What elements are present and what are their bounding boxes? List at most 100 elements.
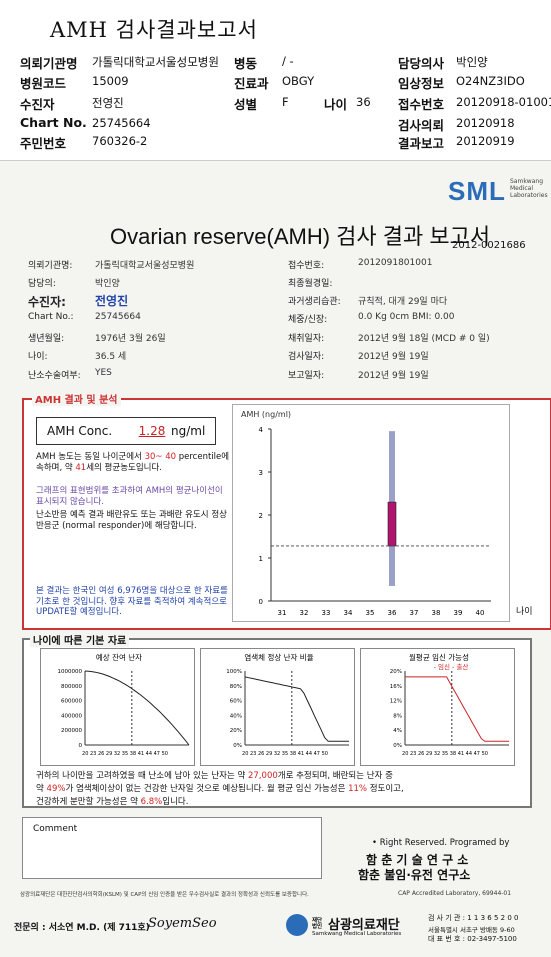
org-subtitle: Samkwang Medical Laboratories: [312, 931, 402, 937]
org-name: 삼광의료재단: [328, 918, 400, 933]
label-chart-no: Chart No.: [20, 115, 87, 130]
amh-paragraph-1: AMH 농도는 동일 나이군에서 30~ 40 percentile에 속하며,…: [36, 452, 230, 473]
label-request-date: 검사의뢰: [398, 118, 445, 133]
info-value: YES: [95, 368, 112, 378]
comment-box: Comment: [22, 817, 322, 879]
institute-name-1: 함 춘 기 술 연 구 소: [366, 853, 469, 867]
label-report-date: 결과보고: [398, 136, 445, 151]
value-age: 36: [356, 95, 371, 109]
mini-chart-2: 염색체 정상 난자 비율 100% 80% 60% 40% 20% 0% 20 23 26 2…: [200, 648, 355, 766]
amh-conc-unit: ng/ml: [171, 424, 206, 438]
cap-accreditation: CAP Accredited Laboratory, 69944-01: [398, 890, 512, 897]
institute-name-2: 함춘 불임·유전 연구소: [358, 868, 471, 882]
report-header: AMH 검사결과보고서 의뢰기관명 가톨릭대학교서울성모병원 병동 / - 담당…: [0, 0, 551, 160]
mini-x-tick-labels: 20 23 26 29 32 35 38 41 44 47 50: [402, 751, 488, 757]
info-value: 25745664: [95, 312, 141, 322]
y-tick-label: 2: [259, 512, 263, 520]
rights-text: • Right Reserved. Programed by: [372, 838, 510, 848]
info-value: 2012091801001: [358, 258, 433, 268]
info-value: 2012년 9월 18일 (MCD # 0 일): [358, 334, 490, 344]
org-logo-icon: [286, 914, 308, 936]
info-label: 수진자:: [28, 295, 66, 309]
amh-chart-frame: AMH (ng/ml) 0 1 2 3 4 31 32 33 34 35 36 37 38 39 40: [232, 404, 510, 622]
x-tick-label: 33: [322, 609, 331, 617]
value-hospital-code: 15009: [92, 74, 129, 88]
x-tick-label: 35: [366, 609, 375, 617]
mini-chart-title: 예상 잔여 난자: [96, 652, 142, 662]
mini-y-tick-label: 16%: [390, 684, 402, 690]
mini-y-tick-label: 200000: [61, 728, 82, 734]
info-label: 의뢰기관명:: [28, 261, 73, 271]
mini-y-tick-label: 4%: [393, 728, 402, 734]
x-tick-label: 37: [410, 609, 419, 617]
mini-y-tick-label: 80%: [230, 684, 242, 690]
mini-y-tick-label: 400000: [61, 713, 82, 719]
info-value: 2012년 9월 19일: [358, 352, 429, 362]
mini-chart-title: 월평균 임신 가능성: [409, 652, 469, 662]
info-value: 2012년 9월 19일: [358, 371, 429, 381]
value-resident-no: 760326-2: [92, 134, 148, 148]
mini-chart-svg: 예상 잔여 난자 1000000 800000 600000 400000 200000 0…: [58, 652, 190, 757]
value-report-date: 20120919: [456, 134, 515, 148]
value-chart-no: 25745664: [92, 116, 151, 130]
mini-y-tick-label: 600000: [61, 699, 82, 705]
mini-y-tick-label: 0%: [393, 743, 402, 749]
label-ward: 병동: [234, 56, 258, 71]
value-request-date: 20120918: [456, 116, 515, 130]
x-tick-label: 32: [300, 609, 309, 617]
info-value: 가톨릭대학교서울성모병원: [95, 261, 195, 271]
info-label: 체중/신장:: [288, 315, 328, 325]
mini-y-tick-label: 100%: [226, 669, 242, 675]
info-label: 난소수술여부:: [28, 371, 81, 381]
specialist-name: 전문의 : 서소연 M.D. (제 711호): [14, 923, 150, 933]
document-number: 2012-0021686: [452, 240, 526, 251]
value-clinical: O24NZ3IDO: [456, 74, 525, 88]
label-client: 의뢰기관명: [20, 56, 78, 71]
mini-y-tick-label: 12%: [390, 699, 402, 705]
amh-result-header: AMH 결과 및 분석: [32, 391, 121, 406]
info-label: 담당의:: [28, 279, 56, 289]
value-client: 가톨릭대학교서울성모병원: [92, 55, 219, 69]
amh-chart-xlabel: 나이: [516, 607, 533, 617]
basic-summary: 귀하의 나이만을 고려하였을 때 난소에 남아 있는 난자는 약 27,000개…: [36, 771, 404, 807]
info-value: 0.0 Kg 0cm BMI: 0.00: [358, 312, 455, 322]
label-accession: 접수번호: [398, 97, 445, 112]
label-patient: 수진자: [20, 97, 55, 112]
amh-value-box: [387, 501, 397, 547]
info-label: 생년월일:: [28, 334, 65, 344]
y-tick-label: 0: [259, 598, 263, 606]
x-tick-label: 31: [278, 609, 287, 617]
org-info-3: 대 표 번 호 : 02-3497-5100: [428, 935, 517, 943]
info-label: 과거생리습관:: [288, 297, 341, 307]
sml-logo-subtitle: Samkwang Medical Laboratories: [510, 178, 548, 199]
mini-chart-title: 염색체 정상 난자 비율: [244, 652, 313, 662]
info-label: Chart No.:: [28, 312, 74, 322]
mini-y-tick-label: 20%: [230, 728, 242, 734]
mini-y-tick-label: 1000000: [58, 669, 83, 675]
org-info-1: 검 사 기 관 : 1 1 3 6 5 2 0 0: [428, 914, 519, 922]
label-resident-no: 주민번호: [20, 136, 67, 151]
y-tick-label: 3: [259, 469, 263, 477]
info-value: 1976년 3월 26일: [95, 334, 166, 344]
y-tick-label: 4: [259, 426, 264, 434]
label-sex: 성별: [234, 97, 258, 112]
sml-logo: SML: [448, 176, 506, 206]
label-clinical: 임상정보: [398, 76, 445, 91]
amh-conc-label: AMH Conc.: [47, 424, 113, 438]
mini-x-tick-labels: 20 23 26 29 32 35 38 41 44 47 50: [242, 751, 328, 757]
fine-print: 삼광의료재단은 대한진단검사의학회(KSLM) 및 CAP의 신임 인증을 받은…: [20, 892, 309, 898]
mini-x-tick-labels: 20 23 26 29 32 35 38 41 44 47 50: [82, 751, 168, 757]
info-value-patient: 전영진: [95, 294, 129, 308]
amh-paragraph-3: 난소반응 예측 결과 배란유도 또는 과배란 유도시 정상반응군 (normal…: [36, 510, 227, 531]
value-accession: 20120918-01001: [456, 95, 551, 109]
x-tick-label: 34: [344, 609, 353, 617]
x-tick-label: 36: [388, 609, 397, 617]
y-tick-label: 1: [259, 555, 263, 563]
label-hospital-code: 병원코드: [20, 76, 67, 91]
value-dept: OBGY: [282, 74, 315, 88]
value-patient: 전영진: [92, 96, 124, 110]
label-dept: 진료과: [234, 76, 269, 91]
label-doctor: 담당의사: [398, 56, 445, 71]
mini-chart-curve: [405, 676, 509, 742]
